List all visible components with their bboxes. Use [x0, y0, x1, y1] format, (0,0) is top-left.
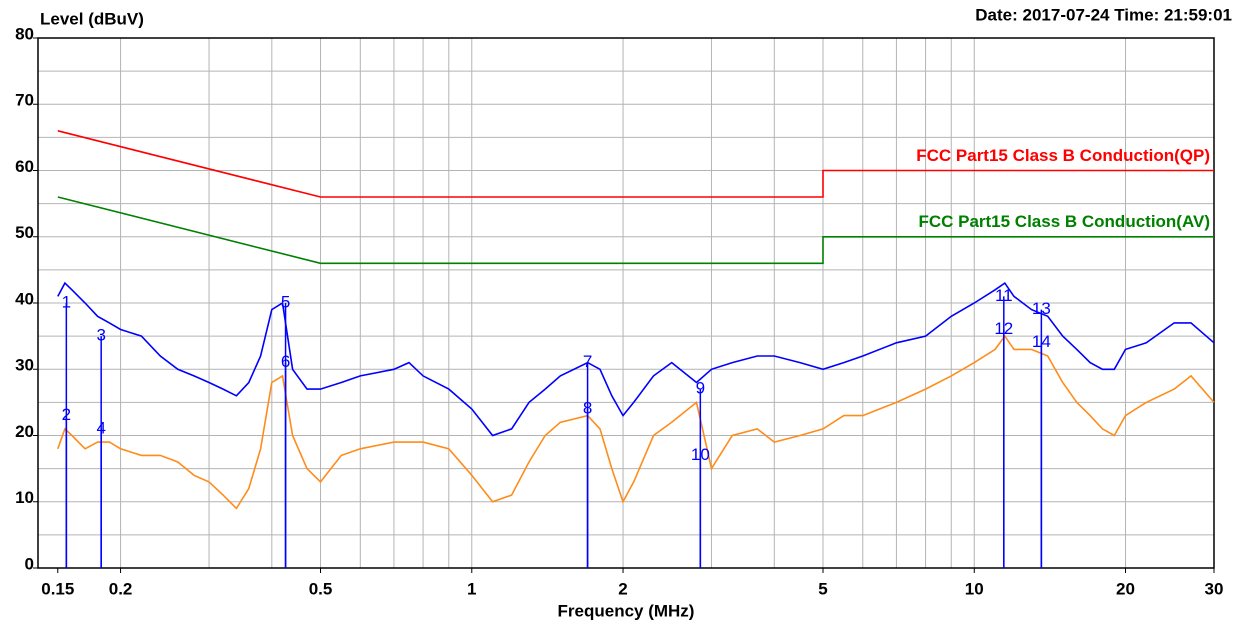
marker-label: 14	[1032, 332, 1051, 351]
series-line	[57, 281, 1215, 437]
series-line	[57, 334, 1215, 510]
x-tick-label: 20	[1116, 579, 1135, 598]
marker-label: 2	[62, 405, 71, 424]
marker-label: 8	[583, 398, 592, 417]
marker-label: 10	[691, 445, 710, 464]
y-tick-label: 80	[15, 24, 34, 43]
marker-label: 6	[281, 352, 290, 371]
x-tick-label: 10	[965, 579, 984, 598]
y-tick-label: 50	[15, 223, 34, 242]
date-time: Date: 2017-07-24 Time: 21:59:01	[975, 5, 1232, 24]
marker-label: 5	[281, 292, 290, 311]
x-tick-label: 5	[818, 579, 827, 598]
marker-label: 9	[696, 379, 705, 398]
y-tick-label: 20	[15, 422, 34, 441]
limit-label: FCC Part15 Class B Conduction(QP)	[916, 146, 1210, 165]
y-tick-label: 40	[15, 289, 34, 308]
x-tick-label: 1	[467, 579, 476, 598]
series-line	[57, 130, 1214, 198]
y-tick-label: 10	[15, 488, 34, 507]
y-tick-label: 70	[15, 91, 34, 110]
marker-label: 11	[995, 286, 1013, 305]
x-tick-label: 2	[618, 579, 627, 598]
x-tick-label: 0.15	[41, 579, 74, 598]
marker-label: 1	[62, 292, 71, 311]
marker-label: 4	[96, 418, 105, 437]
x-tick-label: 30	[1205, 579, 1224, 598]
y-tick-label: 30	[15, 356, 34, 375]
x-axis-title: Frequency (MHz)	[558, 601, 695, 620]
marker-label: 7	[583, 352, 592, 371]
marker-label: 12	[994, 319, 1013, 338]
limit-label: FCC Part15 Class B Conduction(AV)	[918, 212, 1210, 231]
x-tick-label: 0.2	[109, 579, 133, 598]
y-tick-label: 60	[15, 157, 34, 176]
x-tick-label: 0.5	[309, 579, 333, 598]
marker-label: 13	[1032, 299, 1051, 318]
y-axis-title: Level (dBuV)	[40, 9, 144, 28]
marker-label: 3	[96, 326, 105, 345]
series-line	[57, 196, 1214, 265]
y-tick-label: 0	[25, 554, 34, 573]
